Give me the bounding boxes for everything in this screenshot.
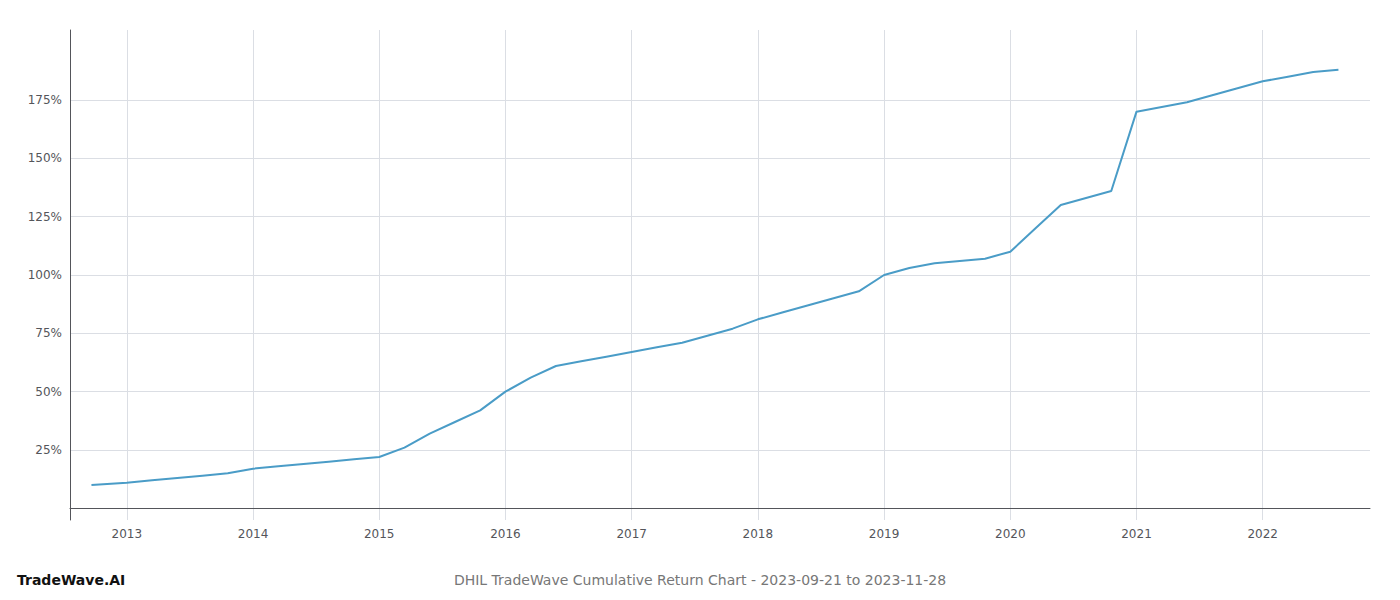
svg-text:2015: 2015 — [364, 527, 395, 541]
svg-text:2019: 2019 — [869, 527, 900, 541]
svg-text:TradeWave.AI: TradeWave.AI — [17, 572, 125, 588]
svg-text:2022: 2022 — [1247, 527, 1278, 541]
svg-text:175%: 175% — [28, 93, 62, 107]
svg-text:125%: 125% — [28, 210, 62, 224]
svg-text:2016: 2016 — [490, 527, 521, 541]
svg-text:25%: 25% — [35, 443, 62, 457]
svg-text:50%: 50% — [35, 385, 62, 399]
svg-text:2017: 2017 — [616, 527, 647, 541]
svg-text:75%: 75% — [35, 326, 62, 340]
svg-text:2018: 2018 — [743, 527, 774, 541]
svg-text:150%: 150% — [28, 151, 62, 165]
svg-text:DHIL TradeWave Cumulative Retu: DHIL TradeWave Cumulative Return Chart -… — [454, 572, 946, 588]
svg-text:2021: 2021 — [1121, 527, 1152, 541]
svg-text:100%: 100% — [28, 268, 62, 282]
svg-text:2013: 2013 — [112, 527, 143, 541]
svg-text:2020: 2020 — [995, 527, 1026, 541]
svg-text:2014: 2014 — [238, 527, 269, 541]
